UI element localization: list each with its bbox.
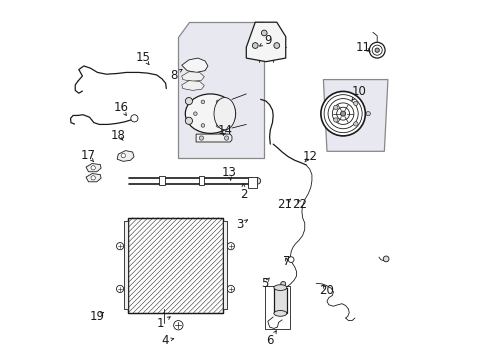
Text: 8: 8	[169, 69, 177, 82]
Circle shape	[368, 42, 384, 58]
Text: 15: 15	[136, 51, 150, 64]
Circle shape	[224, 136, 228, 140]
Circle shape	[366, 112, 369, 116]
Circle shape	[173, 320, 183, 330]
Circle shape	[131, 115, 138, 122]
Circle shape	[216, 100, 219, 104]
Circle shape	[340, 111, 345, 116]
Circle shape	[287, 257, 293, 262]
Circle shape	[201, 100, 204, 104]
Text: 14: 14	[217, 124, 232, 137]
Ellipse shape	[214, 98, 235, 130]
Circle shape	[254, 178, 260, 184]
Circle shape	[91, 176, 95, 180]
Text: 7: 7	[283, 255, 290, 268]
Text: 16: 16	[113, 101, 128, 114]
Circle shape	[91, 166, 95, 170]
Ellipse shape	[185, 94, 235, 134]
Circle shape	[190, 83, 195, 88]
Circle shape	[193, 112, 197, 116]
Text: 11: 11	[355, 41, 369, 54]
Text: 19: 19	[89, 310, 104, 324]
Circle shape	[374, 48, 379, 52]
Text: 5: 5	[261, 278, 268, 291]
Text: 9: 9	[264, 34, 271, 48]
Bar	[273, 288, 286, 314]
Text: 4: 4	[161, 334, 168, 347]
Text: 6: 6	[266, 334, 273, 347]
Circle shape	[189, 62, 195, 68]
Text: 18: 18	[111, 129, 125, 142]
Circle shape	[353, 122, 357, 126]
Bar	[123, 221, 128, 309]
Circle shape	[227, 285, 234, 293]
Circle shape	[190, 74, 195, 79]
Circle shape	[185, 98, 192, 105]
Circle shape	[116, 243, 123, 250]
Text: 12: 12	[302, 150, 317, 163]
Circle shape	[227, 243, 234, 250]
Circle shape	[199, 136, 203, 140]
Polygon shape	[178, 22, 264, 158]
Circle shape	[273, 42, 279, 48]
Circle shape	[185, 117, 192, 125]
Ellipse shape	[273, 285, 286, 291]
Bar	[265, 286, 289, 329]
Circle shape	[383, 256, 388, 262]
Bar	[128, 218, 223, 313]
Text: 13: 13	[222, 166, 236, 179]
Circle shape	[197, 74, 202, 79]
Text: 1: 1	[156, 317, 163, 330]
Bar	[247, 177, 257, 188]
Polygon shape	[117, 150, 134, 161]
Text: 2: 2	[239, 188, 246, 201]
Circle shape	[197, 62, 203, 68]
Polygon shape	[182, 58, 207, 72]
Bar	[128, 218, 223, 313]
Polygon shape	[196, 134, 231, 142]
Polygon shape	[182, 72, 204, 81]
Circle shape	[353, 101, 357, 105]
Text: 21: 21	[277, 198, 291, 211]
Text: 17: 17	[81, 149, 96, 162]
Circle shape	[223, 112, 227, 116]
Bar	[198, 176, 204, 185]
Text: 22: 22	[292, 198, 307, 211]
Text: 10: 10	[351, 85, 366, 98]
Ellipse shape	[273, 311, 286, 316]
Circle shape	[201, 124, 204, 127]
Circle shape	[261, 30, 266, 36]
Circle shape	[280, 282, 285, 287]
Circle shape	[216, 124, 219, 127]
Circle shape	[116, 285, 123, 293]
Text: 3: 3	[236, 218, 243, 231]
Text: 20: 20	[319, 284, 334, 297]
Circle shape	[252, 42, 258, 48]
Bar	[223, 221, 227, 309]
Polygon shape	[86, 174, 101, 182]
Bar	[159, 176, 164, 185]
Circle shape	[197, 83, 202, 88]
Polygon shape	[246, 22, 285, 62]
Polygon shape	[86, 163, 101, 172]
Polygon shape	[182, 81, 204, 90]
Circle shape	[121, 153, 125, 158]
Circle shape	[320, 91, 365, 136]
Circle shape	[333, 118, 337, 122]
Polygon shape	[323, 80, 387, 151]
Circle shape	[333, 105, 337, 109]
